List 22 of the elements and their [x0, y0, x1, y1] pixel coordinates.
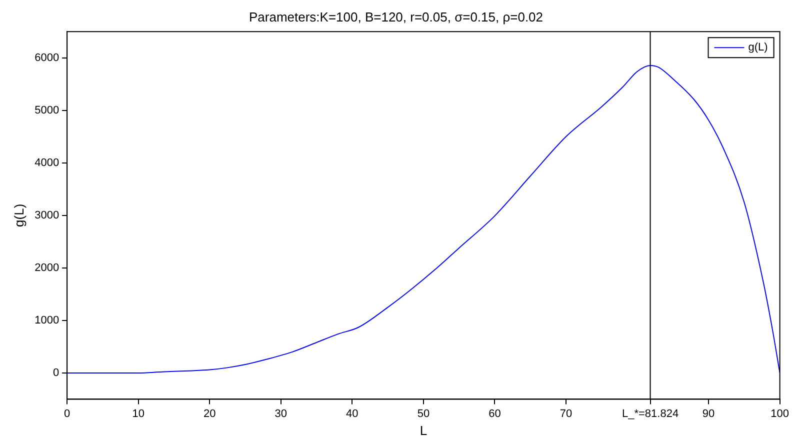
y-tick-label: 4000: [34, 156, 60, 169]
x-tick-label: 10: [132, 408, 144, 420]
x-tick-label: 30: [274, 408, 288, 420]
x-axis-title: L: [420, 422, 428, 438]
y-tick-label: 1000: [34, 314, 60, 326]
x-tick-label: 70: [560, 408, 572, 420]
x-tick-label: 60: [488, 408, 501, 420]
y-tick-label: 5000: [34, 104, 60, 116]
x-tick-label: 100: [770, 408, 790, 420]
x-tick-label: 90: [702, 408, 715, 420]
x-tick-label: 40: [346, 408, 358, 420]
x-tick-label: 0: [64, 408, 70, 420]
x-tick-label: 20: [203, 408, 216, 420]
y-tick-label: 3000: [34, 209, 60, 222]
x-tick-label: L_*=81.824: [622, 408, 679, 420]
y-tick-label: 2000: [34, 262, 60, 274]
x-tick-label: 50: [417, 408, 430, 420]
y-tick-label: 0: [52, 366, 60, 379]
y-tick-label: 6000: [34, 52, 60, 64]
chart-title: Parameters:K=100, B=120, r=0.05, σ=0.15, ρ=0.02: [248, 9, 544, 24]
legend-label: g(L): [748, 42, 768, 54]
y-axis-title: g(L): [11, 204, 26, 227]
